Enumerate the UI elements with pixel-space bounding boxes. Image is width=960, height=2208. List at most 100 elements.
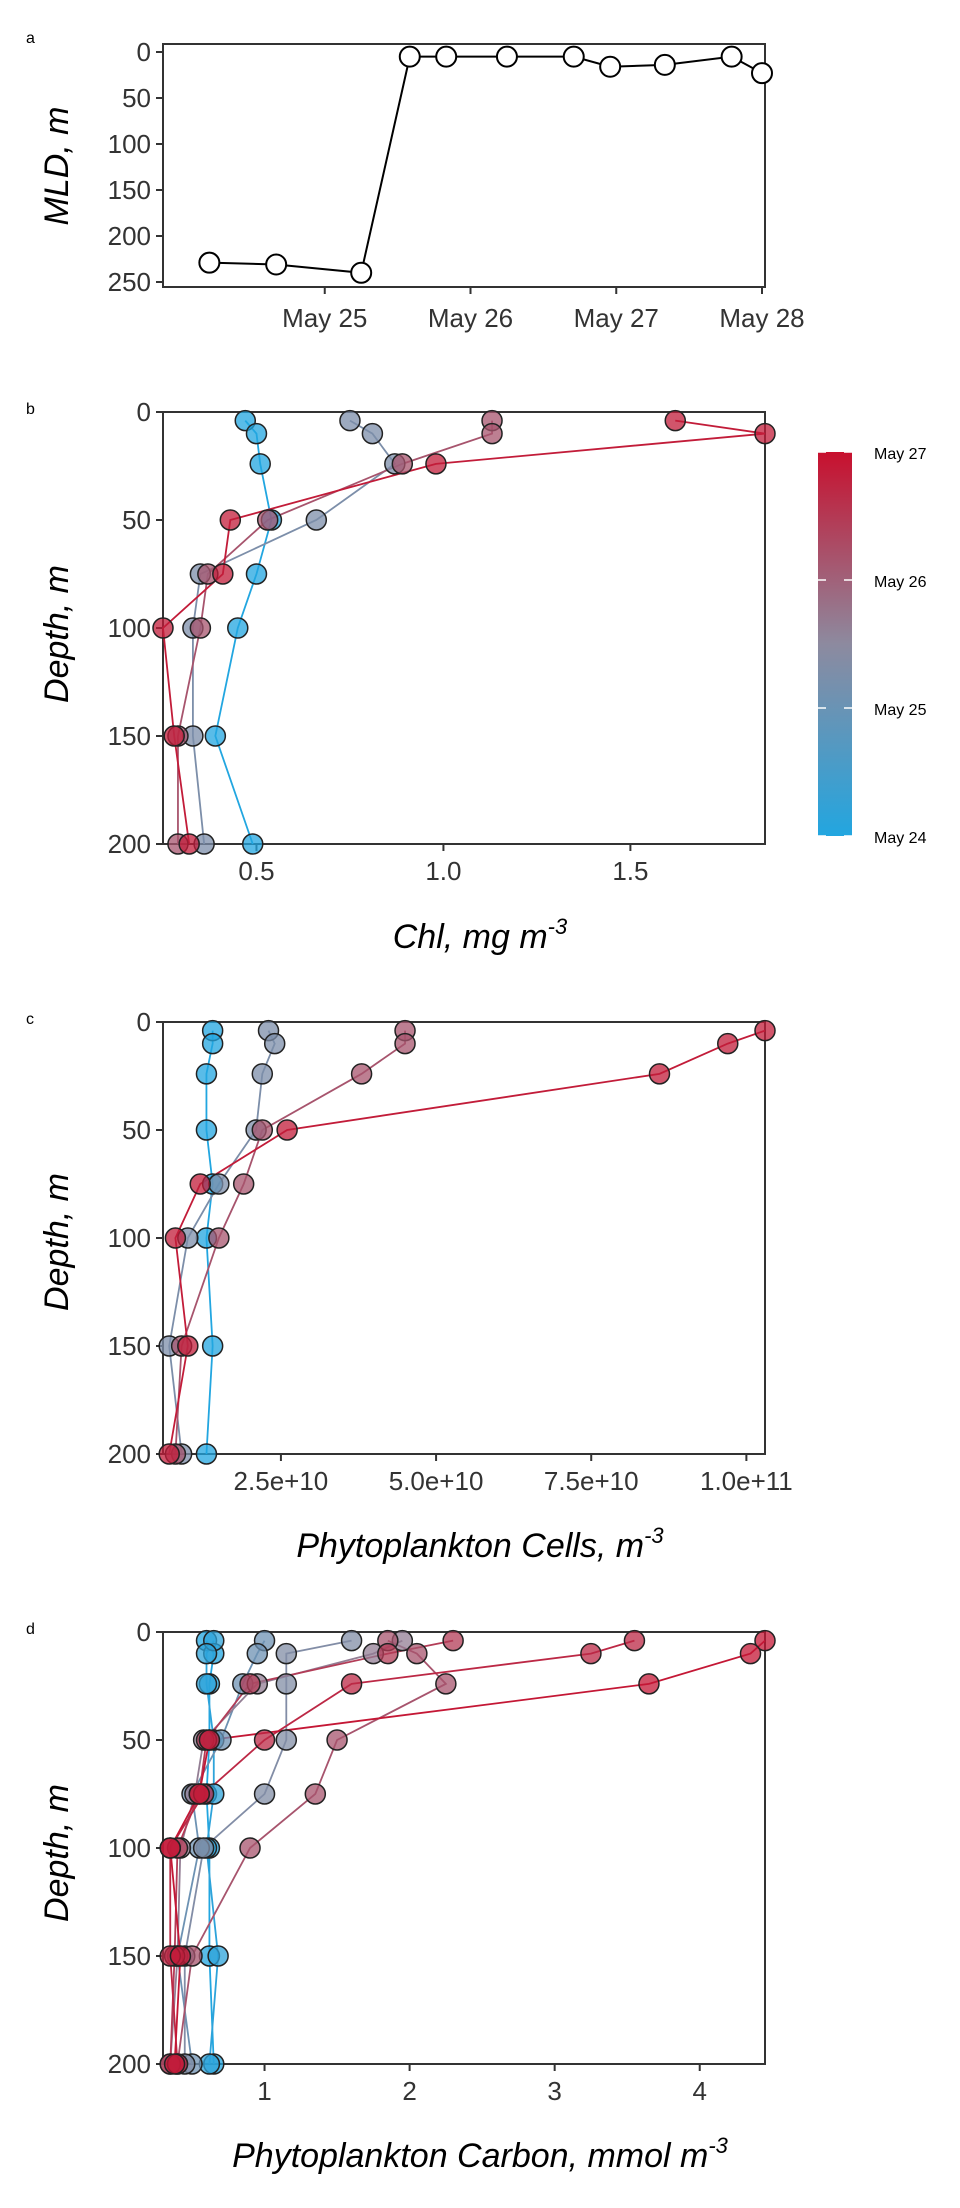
x-tick-label: May 28: [719, 303, 804, 333]
profile-point: [442, 1629, 464, 1652]
cells-panel: 0 50 100 150 200 2.5e+10 5.0e+10 7.5e+10 1.0e+11: [108, 1007, 793, 1496]
x-tick-label: 4: [692, 2076, 706, 2106]
profile-data: [159, 1629, 776, 2075]
y-tick-label: 50: [122, 1115, 151, 1145]
profile-point: [207, 1945, 229, 1967]
y-tick-label: 150: [108, 721, 151, 751]
mld-point: [562, 45, 585, 68]
cells-xlabel-text: Phytoplankton Cells, m: [296, 1527, 644, 1565]
plot-frame: [162, 1021, 766, 1455]
profile-point: [361, 422, 384, 445]
mld-point: [720, 45, 743, 68]
x-tick-label: 1: [257, 2076, 271, 2106]
y-tick-label: 200: [108, 2049, 151, 2079]
mld-point: [398, 45, 421, 68]
colorbar-label: May 26: [874, 574, 927, 591]
profile-point: [638, 1673, 660, 1695]
y-tick-label: 0: [137, 37, 151, 67]
profile-line: [169, 1639, 766, 2065]
profile-point: [177, 1335, 199, 1357]
panel-a-letter: a: [26, 30, 35, 47]
cells-xlabel: Phytoplankton Cells, m-3: [296, 1523, 664, 1565]
profile-point: [195, 1673, 218, 1695]
profile-line: [162, 419, 766, 845]
profile-point: [263, 1032, 286, 1055]
mld-point: [198, 251, 221, 274]
plot-frame: [162, 411, 766, 845]
profile-point: [717, 1032, 739, 1055]
y-tick-label: 50: [122, 1725, 151, 1755]
panel-b-letter: b: [26, 401, 35, 418]
carbon-xlabel-text: Phytoplankton Carbon, mmol m: [232, 2137, 708, 2175]
carbon-panel: 0 50 100 150 200 1 2 3 4: [108, 1617, 776, 2106]
profile-point: [481, 422, 503, 445]
mld-point: [495, 45, 518, 68]
profile-point: [201, 1032, 224, 1055]
profile-point: [195, 1642, 218, 1665]
plot-frame: [162, 43, 766, 288]
profile-point: [664, 409, 687, 432]
mld-point: [265, 253, 288, 276]
colorbar-label: May 27: [874, 446, 927, 463]
profile-point: [241, 833, 264, 855]
mld-point: [350, 261, 373, 284]
mld-ylabel: MLD, m: [38, 107, 76, 226]
y-tick-label: 100: [108, 129, 151, 159]
y-tick-label: 50: [122, 83, 151, 113]
profile-point: [253, 1783, 276, 1805]
profile-point: [251, 1063, 274, 1085]
chl-ylabel: Depth, m: [38, 565, 76, 703]
profile-point: [189, 1173, 211, 1195]
profile-point: [163, 725, 185, 747]
profile-point: [275, 1729, 298, 1751]
profile-point: [377, 1642, 399, 1665]
profile-point: [425, 453, 447, 475]
profile-point: [178, 833, 200, 855]
profile-point: [164, 1227, 187, 1249]
x-tick-label: 1.0e+11: [700, 1466, 793, 1496]
profile-point: [163, 2053, 186, 2075]
mld-point: [751, 62, 773, 85]
cells-ylabel: Depth, m: [38, 1173, 76, 1311]
profile-point: [152, 617, 174, 639]
profile-point: [219, 509, 242, 531]
panel-c-letter: c: [26, 1011, 34, 1028]
x-tick-label: May 25: [282, 303, 367, 333]
profile-point: [208, 1173, 230, 1195]
x-tick-label: 7.5e+10: [544, 1466, 639, 1496]
profile-point: [192, 1837, 215, 1859]
profile-point: [246, 1642, 269, 1665]
colorbar-label: May 24: [874, 830, 927, 847]
y-tick-label: 0: [137, 1007, 151, 1037]
profile-point: [340, 1673, 363, 1695]
profile-point: [159, 1837, 182, 1859]
mld-point: [653, 53, 676, 76]
profile-point: [339, 409, 361, 432]
colorbar-label: May 25: [874, 702, 927, 719]
x-tick-label: 5.0e+10: [389, 1466, 484, 1496]
y-tick-label: 200: [108, 221, 151, 251]
profile-point: [189, 617, 212, 639]
chl-xlabel-sup: -3: [548, 914, 568, 939]
profile-line: [168, 1029, 766, 1455]
profile-line: [177, 420, 493, 844]
profile-point: [340, 1629, 363, 1652]
profile-point: [754, 422, 776, 445]
profile-point: [648, 1063, 671, 1085]
profile-data: [158, 1019, 776, 1465]
profile-point: [169, 1945, 192, 1967]
profile-point: [201, 1335, 224, 1357]
carbon-xlabel-sup: -3: [708, 2133, 728, 2158]
profile-point: [227, 617, 249, 639]
profile-point: [435, 1673, 457, 1695]
profile-point: [188, 1783, 211, 1805]
x-tick-label: May 26: [428, 303, 513, 333]
chl-xlabel: Chl, mg m-3: [393, 914, 568, 956]
profile-point: [326, 1729, 348, 1751]
x-tick-label: 1.5: [612, 856, 648, 886]
carbon-ylabel: Depth, m: [38, 1784, 76, 1922]
profile-point: [249, 453, 271, 475]
profile-point: [204, 725, 227, 747]
x-tick-label: 2: [402, 2076, 416, 2106]
